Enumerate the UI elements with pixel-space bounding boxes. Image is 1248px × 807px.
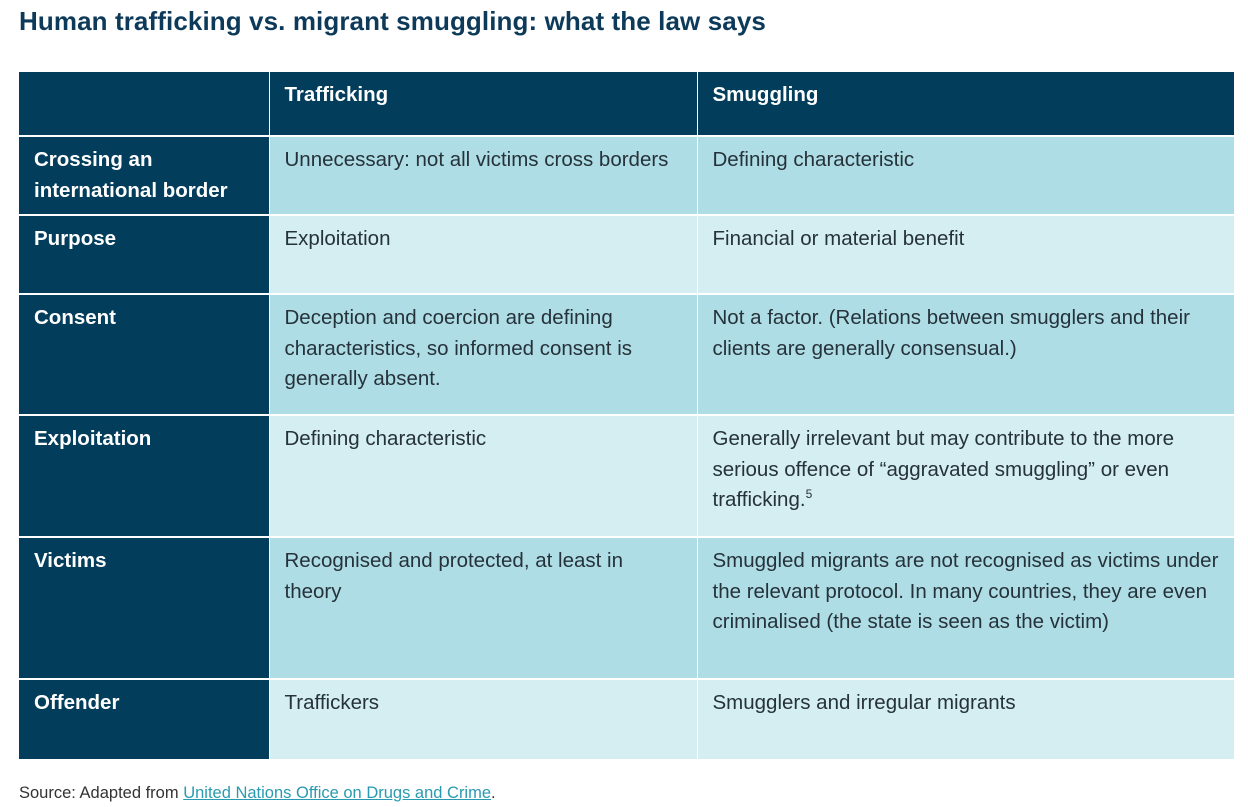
row-label: Purpose bbox=[19, 214, 269, 294]
smuggling-cell: Smuggled migrants are not recognised as … bbox=[696, 536, 1234, 679]
footnote-marker: 5 bbox=[805, 487, 813, 502]
trafficking-cell: Defining characteristic bbox=[268, 414, 697, 537]
trafficking-cell: Deception and coercion are defining char… bbox=[268, 293, 697, 415]
comparison-table: Trafficking Smuggling Crossing an intern… bbox=[19, 72, 1234, 759]
source-link[interactable]: United Nations Office on Drugs and Crime bbox=[183, 784, 492, 802]
row-label: Crossing an international border bbox=[19, 135, 269, 215]
header-trafficking: Trafficking bbox=[268, 72, 697, 136]
trafficking-cell: Recognised and protected, at least in th… bbox=[268, 536, 697, 679]
table-row: Offender Traffickers Smugglers and irreg… bbox=[19, 678, 1234, 759]
smuggling-cell: Smugglers and irregular migrants bbox=[696, 678, 1234, 759]
table-row: Exploitation Defining characteristic Gen… bbox=[19, 414, 1234, 537]
smuggling-cell: Not a factor. (Relations between smuggle… bbox=[696, 293, 1234, 415]
source-suffix: . bbox=[491, 784, 496, 802]
row-label: Offender bbox=[19, 678, 269, 759]
header-cell-empty bbox=[19, 72, 270, 136]
source-note: Source: Adapted from United Nations Offi… bbox=[19, 784, 496, 803]
smuggling-cell: Financial or material benefit bbox=[696, 214, 1234, 294]
smuggling-cell-text: Generally irrelevant but may contribute … bbox=[712, 427, 1174, 511]
table-header-row: Trafficking Smuggling bbox=[19, 72, 1234, 136]
page-title: Human trafficking vs. migrant smuggling:… bbox=[19, 6, 766, 36]
row-label: Consent bbox=[19, 293, 269, 415]
source-prefix: Source: Adapted from bbox=[19, 784, 184, 802]
table-row: Victims Recognised and protected, at lea… bbox=[19, 536, 1234, 679]
trafficking-cell: Unnecessary: not all victims cross borde… bbox=[268, 135, 697, 215]
smuggling-cell: Defining characteristic bbox=[696, 135, 1234, 215]
table-row: Crossing an international border Unneces… bbox=[19, 135, 1234, 215]
trafficking-cell: Exploitation bbox=[268, 214, 697, 294]
smuggling-cell: Generally irrelevant but may contribute … bbox=[696, 414, 1234, 537]
table-row: Purpose Exploitation Financial or materi… bbox=[19, 214, 1234, 294]
trafficking-cell: Traffickers bbox=[268, 678, 697, 759]
row-label: Exploitation bbox=[19, 414, 269, 537]
table-row: Consent Deception and coercion are defin… bbox=[19, 293, 1234, 415]
row-label: Victims bbox=[19, 536, 269, 679]
header-smuggling: Smuggling bbox=[696, 72, 1234, 136]
